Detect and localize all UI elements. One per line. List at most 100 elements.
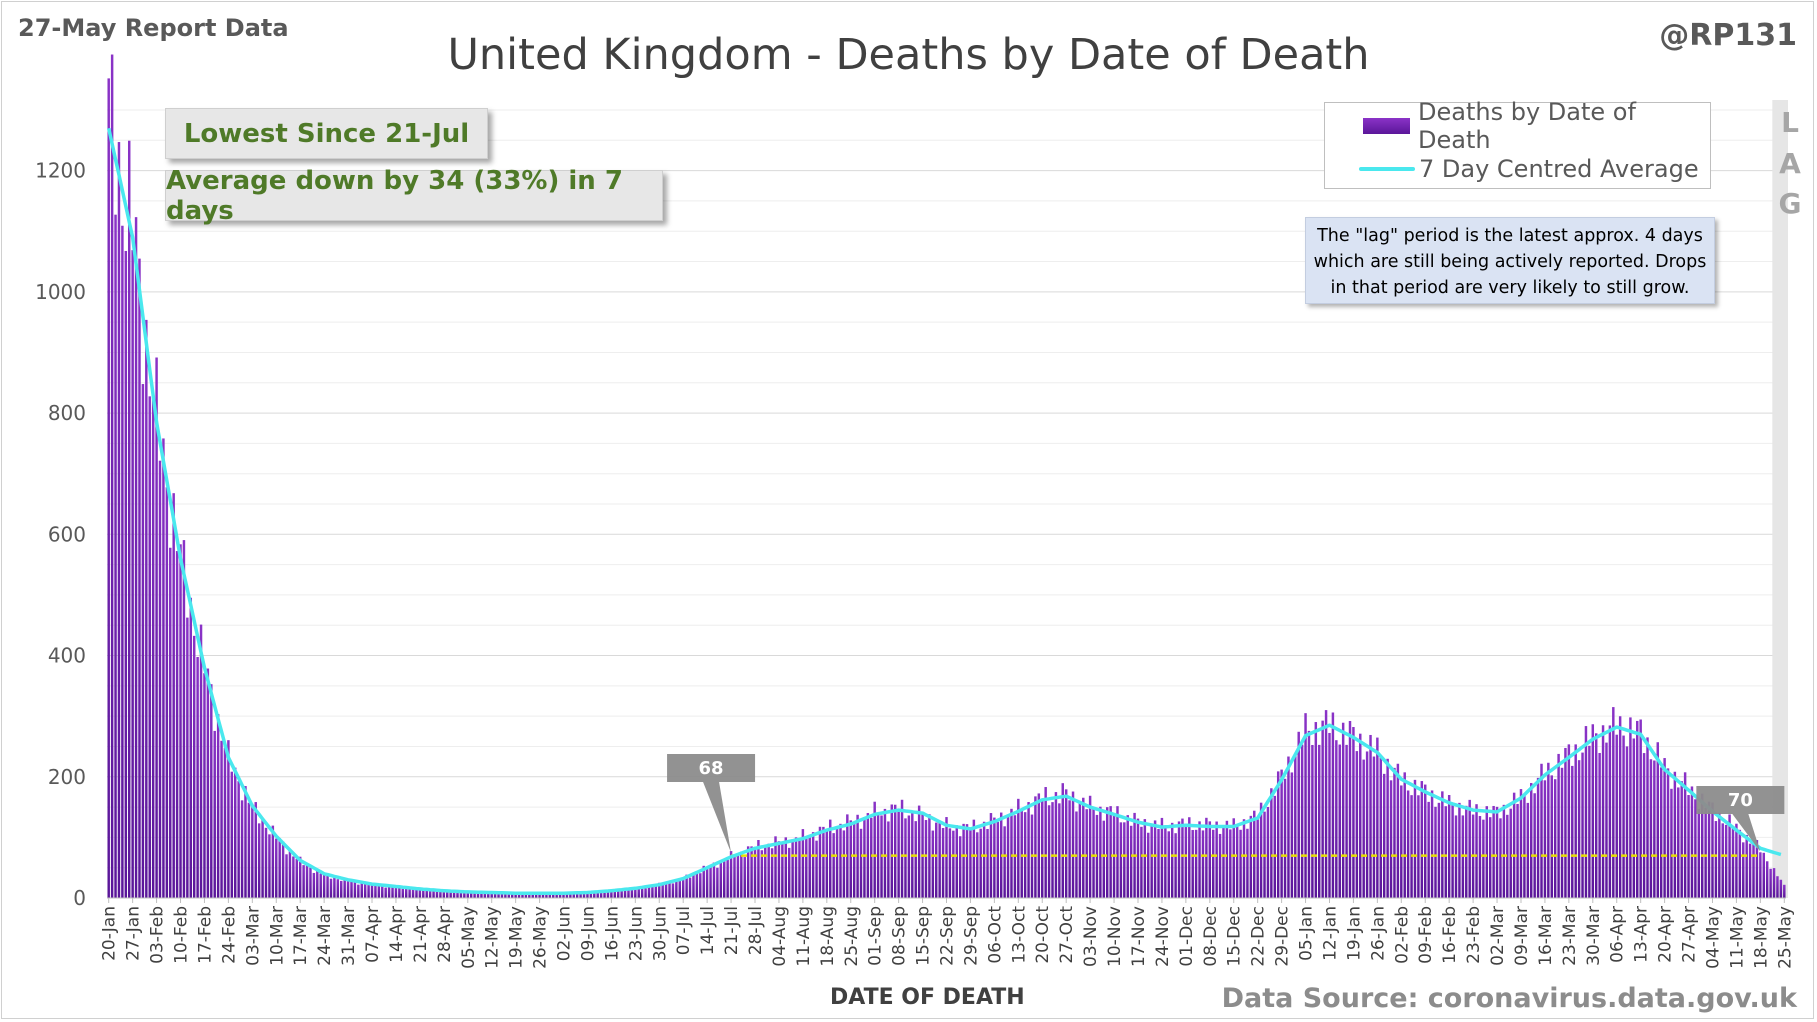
bar bbox=[1584, 726, 1588, 898]
bar bbox=[815, 840, 818, 898]
bar bbox=[993, 817, 996, 898]
bar bbox=[1557, 753, 1560, 898]
bar bbox=[254, 802, 257, 898]
bar bbox=[1519, 789, 1523, 898]
bar bbox=[288, 849, 292, 898]
x-tick-label: 25-Aug bbox=[842, 906, 862, 967]
bar bbox=[1088, 795, 1092, 898]
bar bbox=[976, 832, 979, 898]
bar bbox=[210, 684, 213, 898]
bar bbox=[1615, 734, 1618, 898]
bar bbox=[1058, 803, 1061, 898]
bar bbox=[1765, 861, 1769, 898]
bar bbox=[1297, 731, 1300, 898]
x-tick-label: 04-May bbox=[1703, 906, 1723, 969]
bar bbox=[1259, 802, 1263, 898]
bar bbox=[240, 800, 244, 898]
bar bbox=[1622, 735, 1625, 898]
bar bbox=[1783, 884, 1786, 898]
bar bbox=[1191, 830, 1194, 898]
bar bbox=[1677, 787, 1680, 898]
bar bbox=[935, 822, 938, 898]
bar bbox=[835, 828, 839, 898]
bar bbox=[1523, 793, 1526, 898]
x-tick-label: 18-May bbox=[1751, 906, 1771, 969]
bar bbox=[1550, 775, 1553, 898]
bar bbox=[165, 487, 169, 898]
bar bbox=[1109, 806, 1112, 898]
bar bbox=[186, 617, 189, 898]
x-tick-label: 29-Sep bbox=[961, 906, 981, 966]
bar bbox=[972, 819, 976, 898]
bar bbox=[141, 384, 145, 898]
bar bbox=[138, 258, 141, 898]
bar bbox=[1707, 801, 1711, 898]
bar bbox=[774, 836, 777, 898]
bar bbox=[760, 850, 764, 898]
marker-callout bbox=[1696, 786, 1785, 852]
bar bbox=[1283, 778, 1287, 898]
bar bbox=[1177, 821, 1181, 898]
bar bbox=[391, 886, 394, 898]
bar bbox=[487, 891, 490, 898]
bar bbox=[1598, 752, 1601, 898]
bar bbox=[1687, 795, 1690, 898]
bar bbox=[1516, 803, 1519, 898]
bar bbox=[107, 78, 110, 898]
bar bbox=[664, 883, 668, 898]
bar bbox=[1270, 788, 1273, 898]
bar bbox=[801, 829, 805, 898]
bar bbox=[1441, 791, 1444, 898]
bar bbox=[651, 885, 654, 898]
bar bbox=[914, 821, 917, 898]
lag-note: The "lag" period is the latest approx. 4… bbox=[1305, 217, 1715, 304]
bar bbox=[1700, 793, 1704, 898]
bar bbox=[528, 893, 531, 898]
bar bbox=[630, 887, 634, 898]
bar bbox=[1430, 790, 1434, 898]
bar bbox=[1280, 769, 1283, 898]
y-tick-label: 400 bbox=[48, 644, 86, 668]
bar bbox=[251, 803, 254, 898]
bar bbox=[647, 886, 651, 898]
x-tick-label: 23-Feb bbox=[1464, 906, 1484, 964]
bar bbox=[1119, 822, 1123, 898]
bar bbox=[1218, 833, 1222, 898]
bar bbox=[1208, 821, 1212, 898]
bar bbox=[340, 880, 343, 898]
bar bbox=[1051, 802, 1054, 898]
bar bbox=[1564, 747, 1567, 898]
bar bbox=[1738, 829, 1742, 898]
x-tick-label: 15-Dec bbox=[1225, 906, 1245, 967]
bar bbox=[1034, 796, 1037, 898]
bar bbox=[309, 867, 312, 898]
x-tick-label: 23-Mar bbox=[1560, 906, 1580, 966]
bar bbox=[1393, 767, 1396, 898]
bar bbox=[275, 838, 278, 898]
x-tick-label: 15-Sep bbox=[914, 906, 934, 966]
bar bbox=[1099, 806, 1102, 898]
bar bbox=[904, 818, 907, 898]
bar bbox=[770, 848, 774, 898]
bar bbox=[1123, 822, 1126, 898]
bar bbox=[1530, 782, 1533, 898]
bar bbox=[1017, 798, 1020, 898]
bar bbox=[1772, 868, 1776, 898]
bar bbox=[1105, 807, 1109, 898]
bar bbox=[948, 828, 952, 898]
bar bbox=[298, 856, 302, 898]
bar bbox=[1003, 826, 1006, 898]
x-tick-label: 20-Apr bbox=[1656, 906, 1676, 963]
bar bbox=[1721, 823, 1724, 898]
bar bbox=[695, 872, 699, 898]
bar bbox=[1068, 800, 1071, 898]
bar bbox=[1232, 818, 1235, 898]
x-tick-label: 09-Feb bbox=[1416, 906, 1436, 964]
bar bbox=[1352, 727, 1355, 898]
x-tick-label: 05-May bbox=[459, 906, 479, 969]
bar bbox=[969, 829, 972, 898]
bar bbox=[907, 815, 911, 898]
bar bbox=[162, 438, 165, 898]
bar bbox=[199, 624, 203, 898]
chart-title: United Kingdom - Deaths by Date of Death bbox=[447, 30, 1370, 80]
